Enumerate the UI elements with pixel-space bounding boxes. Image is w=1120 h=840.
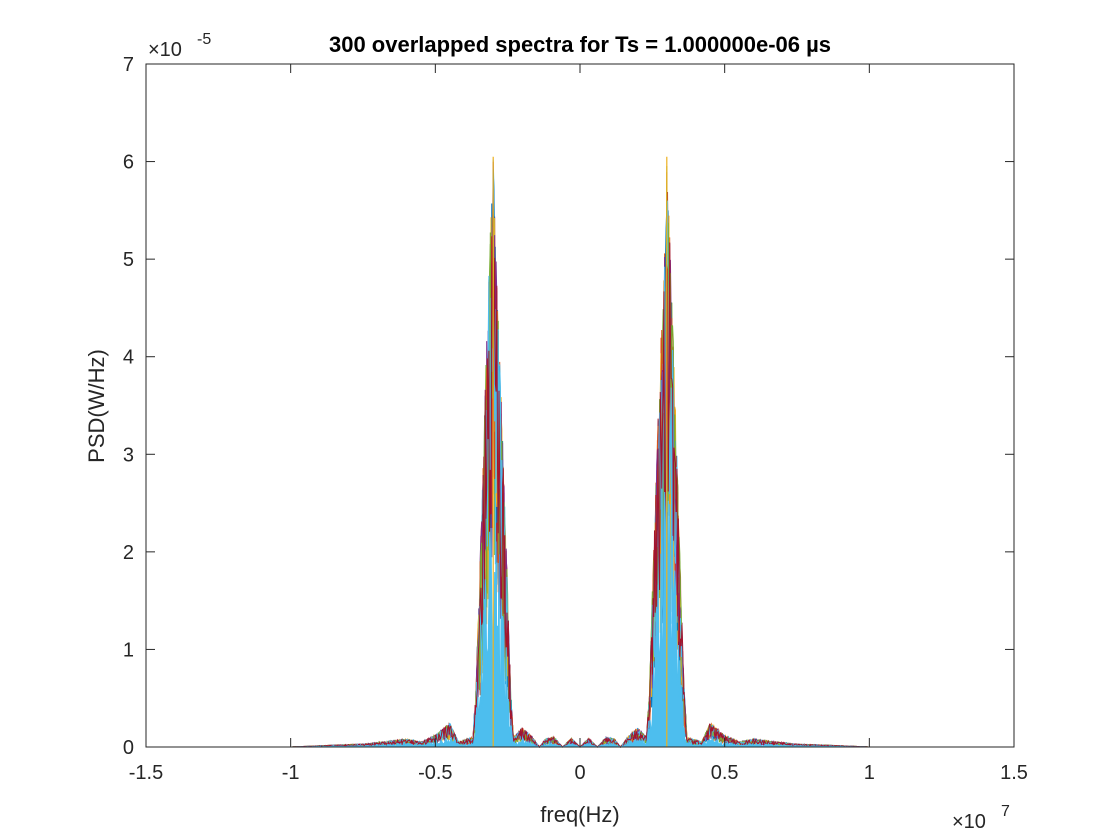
y-tick-label: 2 (123, 542, 134, 564)
chart-title: 300 overlapped spectra for Ts = 1.000000… (329, 32, 831, 57)
axes-background (146, 64, 1014, 747)
y-multiplier-base: ×10 (148, 39, 182, 61)
x-multiplier-exponent: 7 (1001, 803, 1010, 820)
x-tick-label: -1.5 (129, 762, 163, 784)
y-multiplier-exponent: -5 (197, 31, 211, 48)
x-tick-label: -0.5 (418, 762, 452, 784)
y-axis-label: PSD(W/Hz) (84, 349, 109, 463)
y-tick-label: 3 (123, 444, 134, 466)
y-tick-label: 1 (123, 639, 134, 661)
x-multiplier-base: ×10 (952, 811, 986, 833)
x-tick-label: 0 (574, 762, 585, 784)
x-ticks: -1.5 -1 -0.5 0 0.5 1 1.5 (129, 64, 1028, 784)
y-tick-label: 0 (123, 737, 134, 759)
y-multiplier: ×10 -5 (148, 31, 211, 61)
x-tick-label: 0.5 (711, 762, 739, 784)
x-multiplier: ×10 7 (952, 803, 1010, 833)
y-tick-label: 7 (123, 54, 134, 76)
y-tick-label: 4 (123, 347, 134, 369)
x-tick-label: -1 (282, 762, 300, 784)
y-ticks: 0 1 2 3 4 5 6 7 (123, 54, 1014, 759)
x-tick-label: 1.5 (1000, 762, 1028, 784)
x-tick-label: 1 (864, 762, 875, 784)
y-tick-label: 6 (123, 152, 134, 174)
x-axis-label: freq(Hz) (540, 802, 619, 827)
y-tick-label: 5 (123, 249, 134, 271)
